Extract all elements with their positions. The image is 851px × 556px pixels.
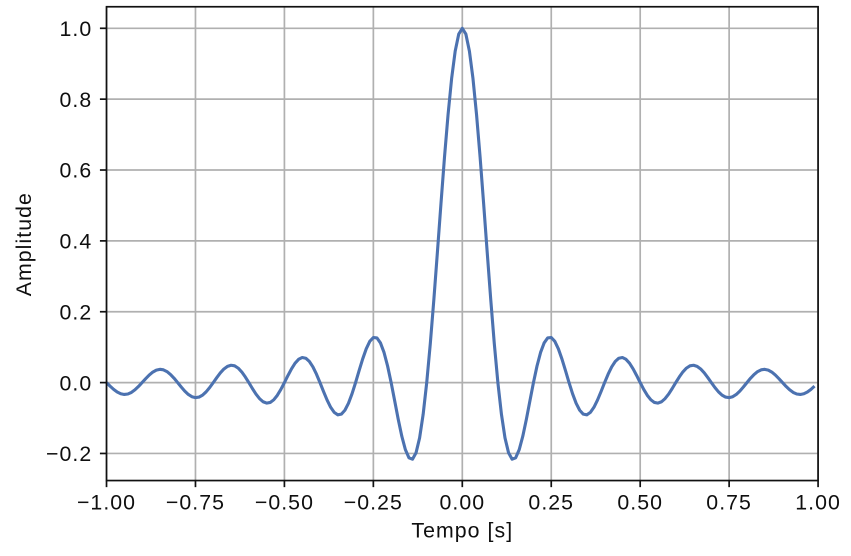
svg-text:0.50: 0.50 — [617, 490, 663, 514]
svg-text:−0.50: −0.50 — [255, 490, 314, 514]
svg-text:−1.00: −1.00 — [77, 490, 136, 514]
svg-text:Amplitude: Amplitude — [12, 192, 36, 296]
svg-text:1.0: 1.0 — [60, 17, 93, 41]
svg-text:Tempo [s]: Tempo [s] — [411, 519, 513, 543]
svg-text:0.8: 0.8 — [60, 88, 93, 112]
svg-text:0.25: 0.25 — [528, 490, 574, 514]
svg-text:−0.75: −0.75 — [166, 490, 225, 514]
svg-text:1.00: 1.00 — [795, 490, 841, 514]
svg-text:0.6: 0.6 — [60, 159, 93, 183]
svg-text:0.0: 0.0 — [60, 371, 93, 395]
svg-text:0.00: 0.00 — [439, 490, 485, 514]
svg-text:0.75: 0.75 — [706, 490, 752, 514]
svg-text:−0.25: −0.25 — [344, 490, 403, 514]
svg-text:0.4: 0.4 — [60, 230, 93, 254]
svg-text:0.2: 0.2 — [60, 300, 93, 324]
svg-text:−0.2: −0.2 — [46, 442, 92, 466]
